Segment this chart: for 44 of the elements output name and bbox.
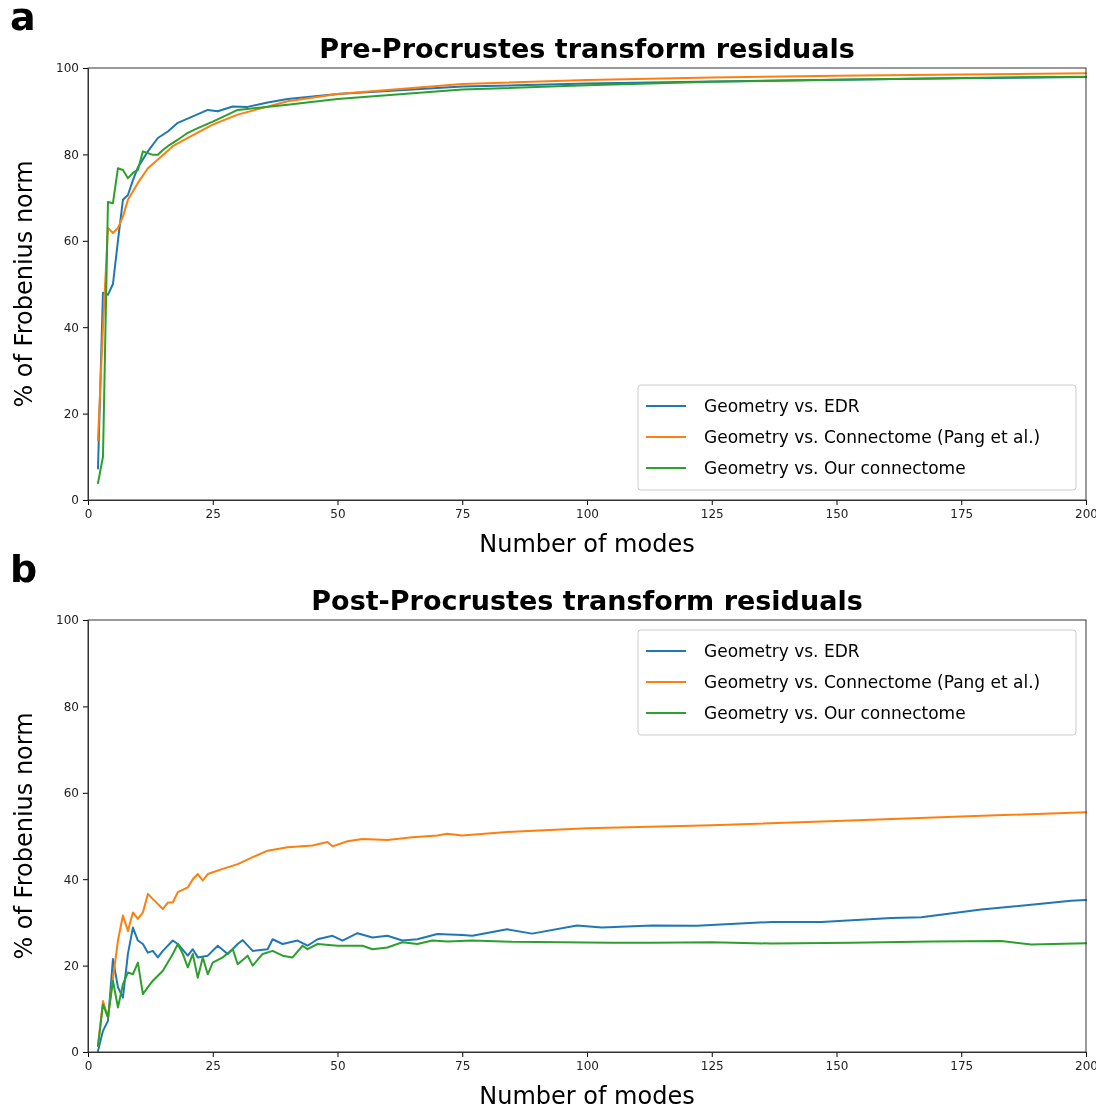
x-tick-label: 75 <box>455 1058 471 1073</box>
x-tick-label: 175 <box>950 1058 974 1073</box>
x-tick-label: 0 <box>84 506 93 521</box>
chart-title: Pre-Procrustes transform residuals <box>319 33 855 64</box>
y-tick-label: 100 <box>56 61 79 76</box>
y-tick-label: 80 <box>63 147 79 162</box>
legend-label: Geometry vs. EDR <box>704 396 860 416</box>
legend-label: Geometry vs. Connectome (Pang et al.) <box>704 427 1041 447</box>
line-series <box>96 939 1087 1047</box>
x-tick-label: 50 <box>330 506 346 521</box>
y-tick-label: 40 <box>63 872 79 887</box>
legend-label: Geometry vs. Our connectome <box>704 458 966 478</box>
x-tick-label: 100 <box>576 1058 599 1073</box>
x-tick-label: 50 <box>330 1058 346 1073</box>
x-tick-label: 25 <box>205 1058 221 1073</box>
x-axis-title: Number of modes <box>479 530 695 558</box>
legend-label: Geometry vs. Our connectome <box>704 703 966 723</box>
x-tick-label: 125 <box>700 1058 724 1073</box>
y-tick-label: 20 <box>63 958 79 973</box>
x-tick-label: 75 <box>455 506 471 521</box>
y-tick-label: 40 <box>63 320 79 335</box>
y-axis-title: % of Frobenius norm <box>10 160 38 408</box>
x-tick-label: 0 <box>84 1058 93 1073</box>
y-tick-label: 20 <box>63 406 79 421</box>
x-tick-label: 125 <box>700 506 724 521</box>
x-tick-label: 100 <box>576 506 599 521</box>
legend-label: Geometry vs. Connectome (Pang et al.) <box>704 672 1041 692</box>
x-tick-label: 150 <box>825 1058 849 1073</box>
y-tick-label: 60 <box>63 234 79 249</box>
legend-label: Geometry vs. EDR <box>704 641 860 661</box>
chart-title: Post-Procrustes transform residuals <box>311 585 863 616</box>
y-tick-label: 0 <box>71 1045 79 1060</box>
x-tick-label: 25 <box>205 506 221 521</box>
y-axis-title: % of Frobenius norm <box>10 712 38 960</box>
x-tick-label: 175 <box>950 506 974 521</box>
x-tick-label: 150 <box>825 506 849 521</box>
x-axis-title: Number of modes <box>479 1082 695 1106</box>
y-tick-label: 100 <box>56 613 79 628</box>
y-tick-label: 80 <box>63 699 79 714</box>
y-tick-label: 60 <box>63 786 79 801</box>
line-series <box>96 898 1087 1053</box>
text: a <box>10 0 36 39</box>
y-tick-label: 0 <box>71 493 79 508</box>
text: b <box>10 547 38 591</box>
